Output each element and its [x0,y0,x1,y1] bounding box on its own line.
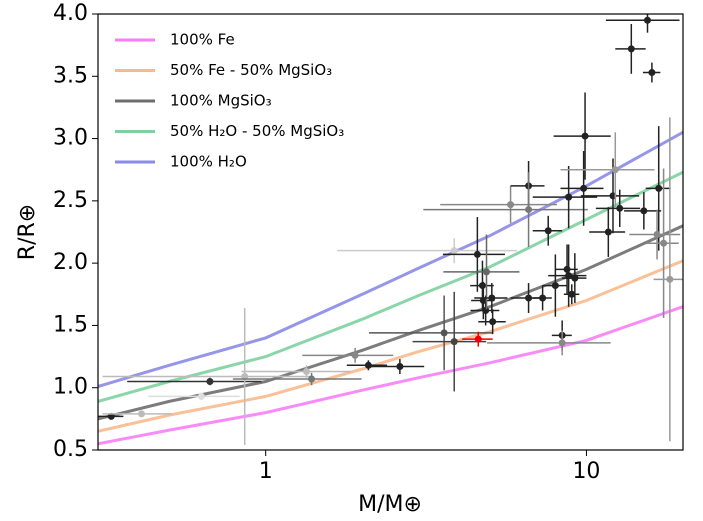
data-point [473,250,481,258]
data-point [611,166,619,174]
y-tick-label: 3.0 [53,126,88,151]
model-line [98,170,683,403]
data-point [483,268,491,276]
data-point [653,230,661,238]
y-tick-label: 2.0 [53,250,88,275]
data-point [666,275,674,283]
y-tick-label: 0.5 [53,437,88,462]
y-tick-label: 1.5 [53,312,88,337]
data-point [604,228,612,236]
x-axis-label: M/M⊕ [358,492,422,517]
data-point [640,207,648,215]
data-point [563,265,571,273]
data-point [440,329,448,337]
data-point [571,274,579,282]
data-point [580,184,588,192]
y-tick-label: 3.5 [53,63,88,88]
data-point [525,294,533,302]
data-point [450,247,458,255]
data-point [138,410,146,418]
data-point [482,306,490,314]
legend-label: 50% H₂O - 50% MgSiO₃ [170,122,344,140]
data-point [655,184,663,192]
legend-label: 100% H₂O [170,153,247,171]
data-point [488,294,496,302]
model-line [98,305,683,446]
data-point [351,351,359,359]
data-point [539,294,547,302]
y-tick-label: 2.5 [53,188,88,213]
data-point [450,338,458,346]
data-point [568,290,576,298]
data-point [616,204,624,212]
data-point [364,361,372,369]
data-point [627,45,635,53]
data-point [478,282,486,290]
data-point [565,193,573,201]
data-point [474,335,482,343]
plot-frame [97,13,684,451]
x-tick-label: 10 [572,459,600,484]
data-point [308,375,316,383]
data-point [489,318,497,326]
legend-label: 100% MgSiO₃ [170,92,272,110]
legend-label: 100% Fe [170,31,235,49]
model-line [98,259,683,433]
y-tick-label: 1.0 [53,375,88,400]
data-point [558,339,566,347]
y-tick-label: 4.0 [53,1,88,26]
data-point [525,206,533,214]
data-point [643,16,651,24]
data-point [206,377,214,385]
data-point [302,368,310,376]
legend-label: 50% Fe - 50% MgSiO₃ [170,61,332,79]
data-point [581,132,589,140]
model-line [98,224,683,421]
data-point [660,239,668,247]
data-point [197,392,205,400]
data-point [648,69,656,77]
x-tick-label: 1 [259,459,273,484]
data-point [544,227,552,235]
y-axis-label: R/R⊕ [15,204,40,260]
data-point [551,282,559,290]
data-point [396,363,404,371]
data-point [507,201,515,209]
